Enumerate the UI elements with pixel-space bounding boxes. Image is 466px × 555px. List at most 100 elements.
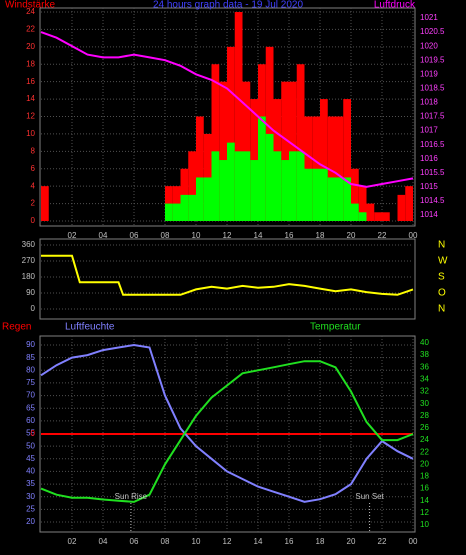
y-tick-label: 70 — [26, 391, 35, 400]
bar — [343, 99, 351, 221]
x-tick-label: 08 — [161, 231, 170, 240]
y2-tick-label: 1014 — [420, 210, 438, 219]
legend-label: Luftfeuchte — [65, 322, 115, 333]
y2-tick-label: 18 — [420, 472, 429, 481]
y2-tick-label: 32 — [420, 387, 429, 396]
series-line — [40, 360, 414, 503]
y2-tick-label: N — [438, 304, 445, 315]
y2-tick-label: 12 — [420, 508, 429, 517]
y2-tick-label: 28 — [420, 411, 429, 420]
x-tick-label: 08 — [161, 537, 170, 546]
y2-tick-label: 1016.5 — [420, 140, 445, 149]
y2-tick-label: 24 — [420, 435, 429, 444]
y-tick-label: 60 — [26, 416, 35, 425]
bar — [242, 151, 251, 221]
y-tick-label: 180 — [22, 272, 36, 281]
bar — [405, 186, 413, 221]
y-tick-label: 0 — [31, 216, 36, 225]
bar — [227, 142, 235, 221]
bar — [320, 168, 328, 221]
x-tick-label: 04 — [99, 537, 108, 546]
y2-tick-label: 1019 — [420, 69, 438, 78]
x-tick-label: 04 — [99, 231, 108, 240]
bar — [304, 168, 313, 221]
y2-tick-label: S — [438, 272, 445, 283]
bar — [211, 151, 220, 221]
y-tick-label: 80 — [26, 365, 35, 374]
y2-tick-label: 1017 — [420, 126, 438, 135]
bar — [366, 203, 375, 221]
bar — [196, 177, 204, 221]
bar — [335, 177, 344, 221]
y-tick-label: 14 — [26, 94, 35, 103]
y-tick-label: 85 — [26, 353, 35, 362]
bar — [335, 116, 344, 221]
y-tick-label: 65 — [26, 403, 35, 412]
bar — [343, 177, 351, 221]
y-tick-label: 55 — [26, 429, 35, 438]
bar — [41, 186, 49, 221]
bar — [273, 151, 282, 221]
y-tick-label: 90 — [26, 340, 35, 349]
x-tick-label: 20 — [347, 231, 356, 240]
bar — [180, 194, 189, 221]
y2-tick-label: 1021 — [420, 13, 438, 22]
bar — [327, 116, 336, 221]
x-tick-label: 10 — [192, 537, 201, 546]
y2-tick-label: O — [438, 288, 446, 299]
y2-tick-label: N — [438, 240, 445, 251]
y-tick-label: 0 — [31, 304, 36, 313]
x-tick-label: 18 — [316, 231, 325, 240]
y-tick-label: 2 — [31, 199, 36, 208]
x-tick-label: 14 — [254, 537, 263, 546]
y2-tick-label: 1020.5 — [420, 27, 445, 36]
y-tick-label: 75 — [26, 378, 35, 387]
bar — [397, 194, 406, 221]
x-tick-label: 00 — [409, 231, 418, 240]
bar — [203, 177, 212, 221]
bar — [281, 160, 289, 221]
y-tick-label: 20 — [26, 517, 35, 526]
y2-tick-label: W — [438, 256, 448, 267]
x-tick-label: 02 — [68, 231, 77, 240]
bar — [358, 212, 367, 221]
bar — [289, 151, 297, 221]
y2-tick-label: 16 — [420, 484, 429, 493]
x-tick-label: 20 — [347, 537, 356, 546]
y2-tick-label: 26 — [420, 423, 429, 432]
bar — [296, 64, 305, 221]
bar — [320, 99, 328, 221]
panel-frame — [39, 238, 416, 320]
bar — [351, 203, 359, 221]
bar — [172, 203, 181, 221]
y2-tick-label: 30 — [420, 399, 429, 408]
bar — [351, 168, 359, 221]
y2-tick-label: 22 — [420, 447, 429, 456]
bar — [219, 81, 227, 222]
y-tick-label: 16 — [26, 77, 35, 86]
series-line — [41, 254, 414, 296]
legend-label: Temperatur — [310, 322, 361, 333]
y2-tick-label: 20 — [420, 459, 429, 468]
bar — [211, 64, 220, 221]
bar — [258, 116, 266, 221]
y2-tick-label: 1014.5 — [420, 196, 445, 205]
y-tick-label: 22 — [26, 25, 35, 34]
y2-tick-label: 1019.5 — [420, 55, 445, 64]
y-tick-label: 30 — [26, 492, 35, 501]
y-tick-label: 45 — [26, 454, 35, 463]
bar — [165, 203, 173, 221]
bar — [358, 186, 367, 221]
legend-label: Windstärke — [5, 0, 55, 11]
x-tick-label: 10 — [192, 231, 201, 240]
bar — [312, 168, 320, 221]
bar — [374, 212, 382, 221]
y-tick-label: 10 — [26, 129, 35, 138]
x-tick-label: 16 — [285, 231, 294, 240]
y2-tick-label: 38 — [420, 350, 429, 359]
y-tick-label: 12 — [26, 112, 35, 121]
bar — [234, 12, 243, 221]
x-tick-label: 02 — [68, 537, 77, 546]
y2-tick-label: 34 — [420, 375, 429, 384]
